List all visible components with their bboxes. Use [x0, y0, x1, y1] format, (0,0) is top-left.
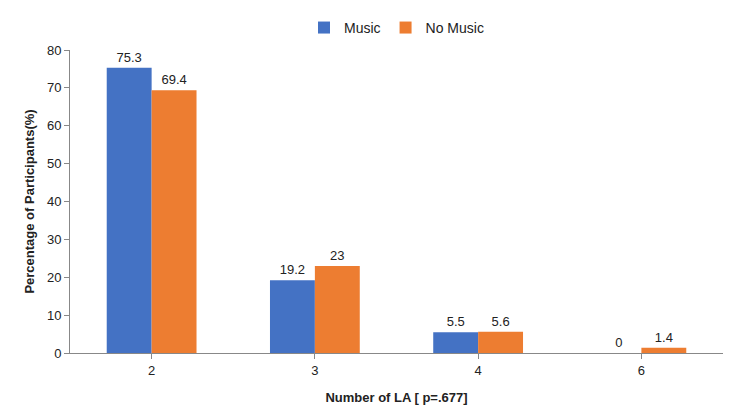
svg-text:19.2: 19.2: [280, 262, 305, 277]
svg-text:No Music: No Music: [426, 20, 484, 36]
svg-text:30: 30: [47, 232, 61, 247]
svg-text:70: 70: [47, 80, 61, 95]
svg-text:0: 0: [615, 335, 622, 350]
svg-text:40: 40: [47, 194, 61, 209]
svg-text:2: 2: [148, 363, 155, 378]
svg-text:5.5: 5.5: [447, 314, 465, 329]
svg-text:4: 4: [475, 363, 482, 378]
svg-text:20: 20: [47, 270, 61, 285]
svg-text:5.6: 5.6: [492, 314, 510, 329]
svg-text:23: 23: [330, 248, 344, 263]
svg-text:69.4: 69.4: [161, 72, 186, 87]
svg-text:0: 0: [54, 346, 61, 361]
svg-text:Music: Music: [344, 20, 381, 36]
svg-text:10: 10: [47, 308, 61, 323]
svg-text:75.3: 75.3: [117, 50, 142, 65]
svg-text:Number of LA [ p=.677]: Number of LA [ p=.677]: [325, 390, 467, 405]
svg-text:1.4: 1.4: [655, 330, 673, 345]
svg-text:50: 50: [47, 156, 61, 171]
svg-text:6: 6: [638, 363, 645, 378]
svg-text:3: 3: [311, 363, 318, 378]
svg-text:80: 80: [47, 43, 61, 58]
svg-text:60: 60: [47, 118, 61, 133]
svg-text:Percentage of Participants(%): Percentage of Participants(%): [22, 109, 37, 293]
